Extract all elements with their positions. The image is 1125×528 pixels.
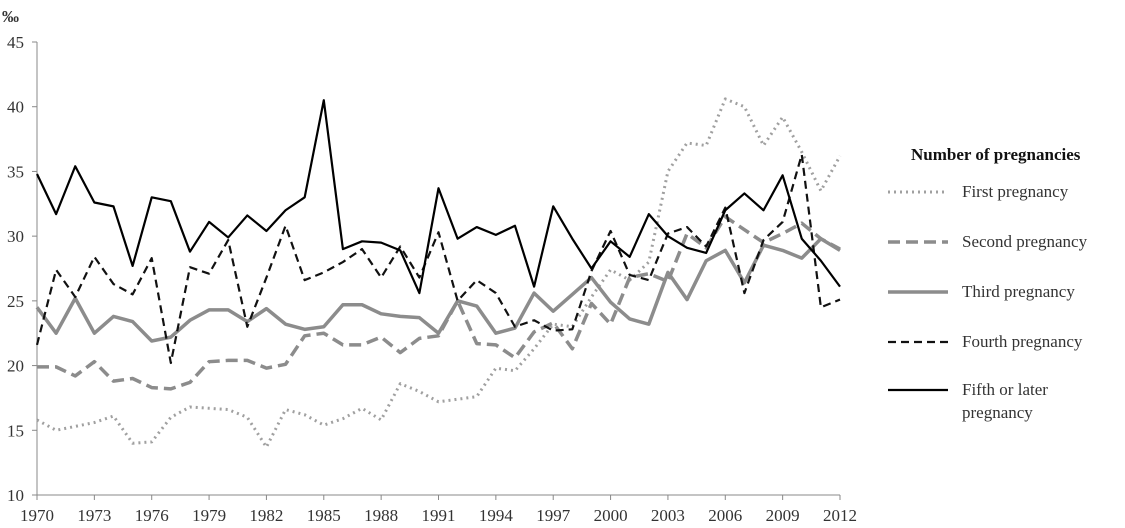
y-tick-label: 45 bbox=[7, 33, 24, 52]
y-tick-label: 40 bbox=[7, 98, 24, 117]
y-tick-label: 15 bbox=[7, 421, 24, 440]
x-tick-label: 1991 bbox=[422, 506, 456, 525]
legend-item: Fifth or later pregnancy bbox=[888, 378, 1102, 424]
legend-item: Third pregnancy bbox=[888, 280, 1102, 303]
series-line bbox=[35, 236, 841, 343]
legend-label: First pregnancy bbox=[962, 182, 1069, 201]
legend-item: First pregnancy bbox=[888, 180, 1102, 203]
legend-item: Fourth pregnancy bbox=[888, 330, 1102, 353]
x-tick-label: 1976 bbox=[135, 506, 169, 525]
legend-swatch bbox=[888, 340, 948, 344]
y-tick-label: 10 bbox=[7, 486, 24, 505]
legend-label: Fourth pregnancy bbox=[962, 332, 1083, 351]
legend-label: Second pregnancy bbox=[962, 232, 1088, 251]
legend-swatch bbox=[888, 240, 948, 244]
x-tick-label: 1970 bbox=[20, 506, 54, 525]
x-tick-label: 1985 bbox=[307, 506, 341, 525]
x-tick-label: 2012 bbox=[823, 506, 857, 525]
legend-title: Number of pregnancies bbox=[911, 145, 1081, 164]
series-line bbox=[37, 214, 841, 391]
x-tick-label: 1979 bbox=[192, 506, 226, 525]
legend-label: Third pregnancy bbox=[962, 282, 1075, 301]
y-tick-label: 35 bbox=[7, 162, 24, 181]
x-tick-label: 2006 bbox=[708, 506, 742, 525]
x-tick-label: 2009 bbox=[766, 506, 800, 525]
legend-swatch bbox=[888, 388, 948, 392]
x-tick-label: 1982 bbox=[249, 506, 283, 525]
y-tick-label: 20 bbox=[7, 357, 24, 376]
x-tick-label: 1988 bbox=[364, 506, 398, 525]
x-tick-label: 2000 bbox=[594, 506, 628, 525]
legend-item: Second pregnancy bbox=[888, 230, 1102, 253]
legend-swatch bbox=[888, 290, 948, 294]
series-line bbox=[35, 153, 841, 365]
y-axis-label: ‰ bbox=[2, 7, 19, 26]
legend-label: Fifth or later pregnancy bbox=[962, 380, 1048, 422]
x-tick-label: 1973 bbox=[77, 506, 111, 525]
x-tick-label: 1994 bbox=[479, 506, 514, 525]
x-tick-label: 1997 bbox=[536, 506, 571, 525]
y-tick-label: 30 bbox=[7, 227, 24, 246]
chart: ‰ 10 15 20 25 30 35 40 45 1970 1973 1976 1979 1982 19… bbox=[2, 7, 857, 525]
legend-swatch bbox=[888, 190, 948, 194]
y-tick-label: 25 bbox=[7, 292, 24, 311]
series-line bbox=[36, 97, 842, 449]
x-tick-label: 2003 bbox=[651, 506, 685, 525]
series-line bbox=[36, 99, 841, 295]
